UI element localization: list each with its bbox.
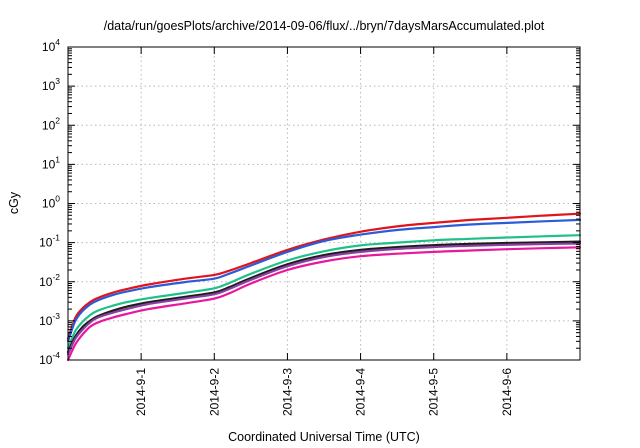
x-tick-label: 2014-9-1	[134, 368, 148, 416]
y-tick-label: 101	[42, 154, 60, 171]
y-tick-label: 10-2	[39, 272, 60, 289]
series-line	[66, 242, 582, 356]
x-tick-label: 2014-9-3	[280, 368, 294, 416]
y-tick-label: 104	[42, 37, 60, 54]
series-line	[66, 246, 582, 362]
series-line	[66, 240, 582, 354]
series-layer	[66, 212, 582, 362]
x-axis: 2014-9-1 2014-9-2 2014-9-3 2014-9-4 2014-9-5…	[134, 47, 514, 416]
y-tick-label: 100	[42, 194, 60, 211]
y-tick-label: 102	[42, 115, 60, 132]
x-tick-label: 2014-9-4	[354, 368, 368, 416]
y-tick-label: 103	[42, 76, 60, 93]
x-tick-label: 2014-9-5	[427, 368, 441, 416]
grid	[68, 47, 580, 360]
plot-frame	[67, 46, 581, 361]
x-tick-label: 2014-9-2	[207, 368, 221, 416]
series-line	[66, 218, 582, 343]
y-axis-label: cGy	[7, 191, 21, 214]
y-tick-label: 10-4	[39, 350, 60, 367]
y-tick-label: 10-1	[39, 233, 60, 250]
x-axis-label: Coordinated Universal Time (UTC)	[228, 430, 420, 444]
y-axis: 10-4 10-3 10-2 10-1 100 101 102 103 104	[39, 37, 580, 367]
series-line	[66, 234, 582, 350]
y-tick-label: 10-3	[39, 311, 60, 328]
series-line	[66, 212, 582, 340]
chart-title: /data/run/goesPlots/archive/2014-09-06/f…	[104, 19, 545, 33]
x-tick-label: 2014-9-6	[500, 368, 514, 416]
